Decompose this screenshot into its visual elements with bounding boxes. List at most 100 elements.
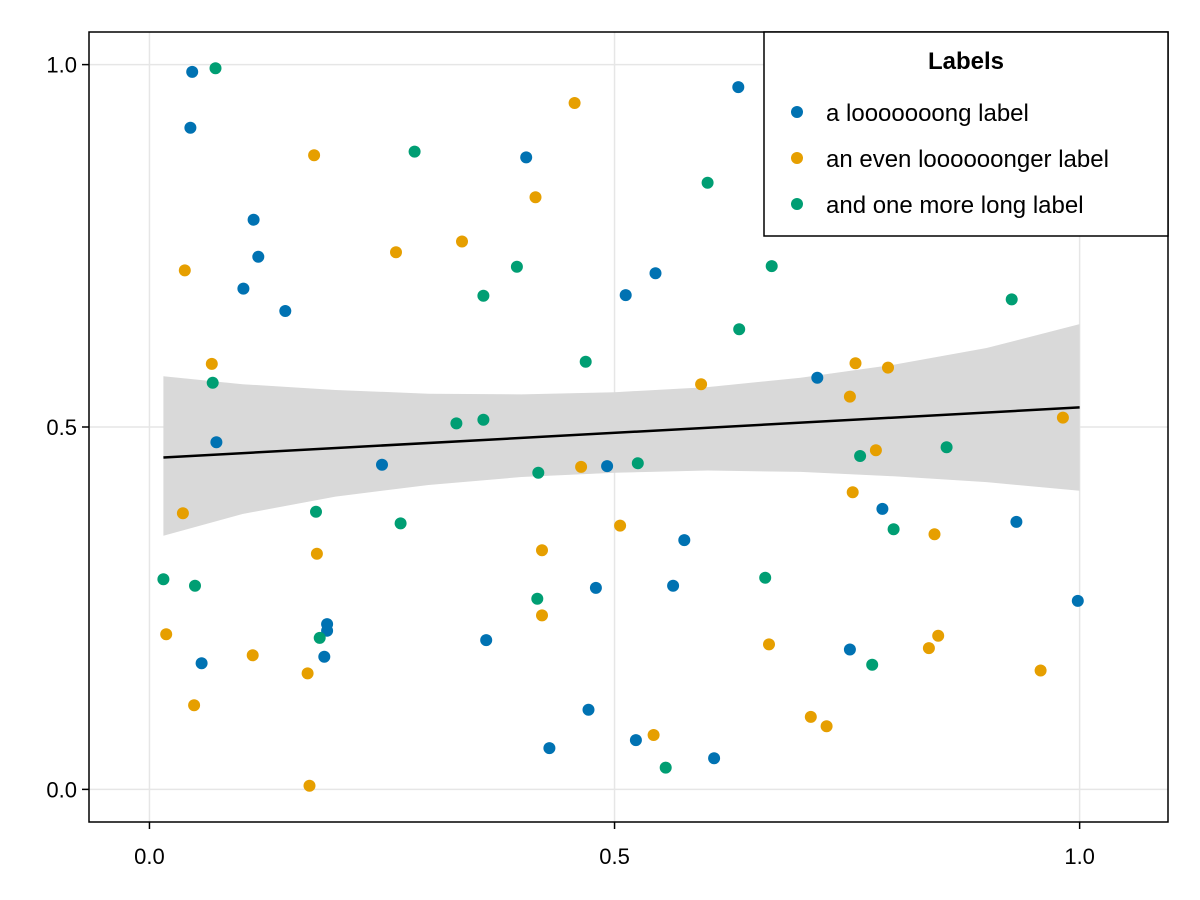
data-point bbox=[1071, 594, 1084, 607]
data-point bbox=[531, 592, 544, 605]
data-point bbox=[529, 191, 542, 204]
data-point bbox=[1005, 293, 1018, 306]
data-point bbox=[189, 579, 201, 592]
data-point bbox=[303, 779, 316, 792]
data-point bbox=[1056, 411, 1069, 424]
data-point bbox=[480, 634, 493, 647]
data-point bbox=[394, 517, 407, 530]
data-point bbox=[876, 502, 889, 515]
legend-marker bbox=[791, 198, 803, 210]
data-point bbox=[631, 457, 644, 470]
x-tick-label: 0.5 bbox=[599, 844, 630, 869]
data-point bbox=[928, 528, 941, 541]
data-point bbox=[765, 260, 778, 273]
data-point bbox=[582, 703, 595, 716]
data-point bbox=[532, 466, 545, 479]
data-point bbox=[247, 213, 260, 226]
data-point bbox=[649, 267, 662, 280]
data-point bbox=[456, 235, 468, 248]
legend-entry: an even loooooonger label bbox=[791, 146, 1109, 173]
fit-line bbox=[163, 406, 1080, 459]
legend-marker bbox=[791, 106, 803, 118]
data-point bbox=[887, 523, 900, 536]
data-point bbox=[210, 436, 223, 449]
data-point bbox=[882, 361, 894, 374]
data-point bbox=[579, 355, 592, 368]
data-point bbox=[629, 734, 642, 747]
data-point bbox=[820, 720, 833, 733]
confidence-band bbox=[163, 324, 1080, 536]
legend-label: and one more long label bbox=[826, 192, 1084, 219]
legend-marker bbox=[791, 152, 803, 164]
series-3-points bbox=[157, 62, 1018, 774]
data-point bbox=[589, 581, 602, 594]
data-point bbox=[614, 519, 627, 532]
legend-entry: and one more long label bbox=[791, 192, 1084, 219]
data-point bbox=[301, 667, 314, 680]
data-point bbox=[157, 573, 170, 586]
data-point bbox=[160, 628, 173, 641]
data-point bbox=[866, 658, 879, 671]
data-point bbox=[246, 649, 259, 662]
data-point bbox=[310, 547, 323, 560]
y-tick-label: 0.0 bbox=[46, 777, 77, 802]
data-point bbox=[186, 65, 199, 78]
data-point bbox=[536, 609, 548, 622]
y-tick-label: 0.5 bbox=[46, 415, 77, 440]
data-point bbox=[732, 81, 745, 94]
data-point bbox=[1010, 515, 1023, 528]
data-point bbox=[252, 250, 265, 263]
data-point bbox=[667, 579, 680, 592]
data-point bbox=[619, 289, 632, 302]
series-1-points bbox=[184, 65, 1084, 765]
data-point bbox=[321, 624, 334, 637]
data-point bbox=[536, 544, 548, 557]
data-point bbox=[849, 357, 862, 370]
legend-entries: a looooooong label an even loooooonger la… bbox=[791, 100, 1109, 219]
data-point bbox=[601, 460, 614, 473]
data-point bbox=[678, 534, 691, 547]
data-point bbox=[184, 121, 197, 134]
data-point bbox=[390, 246, 402, 259]
data-point bbox=[313, 631, 326, 644]
data-point bbox=[209, 62, 222, 75]
data-point bbox=[1034, 664, 1047, 677]
data-point bbox=[205, 357, 218, 370]
data-point bbox=[695, 378, 708, 391]
data-point bbox=[804, 710, 817, 723]
data-point bbox=[308, 149, 321, 162]
data-point bbox=[188, 699, 201, 712]
data-point bbox=[279, 305, 292, 317]
data-point bbox=[318, 650, 331, 663]
data-point bbox=[195, 657, 208, 670]
confidence-band-layer bbox=[163, 324, 1080, 536]
axis-ticks: 0.0 0.5 1.0 0.0 0.5 1.0 bbox=[46, 53, 1095, 869]
legend-label: an even loooooonger label bbox=[826, 146, 1109, 173]
data-point bbox=[733, 323, 746, 336]
data-points-layer bbox=[157, 62, 1084, 792]
data-point bbox=[510, 260, 523, 273]
data-point bbox=[450, 417, 463, 430]
data-point bbox=[310, 505, 322, 518]
data-point bbox=[701, 176, 714, 189]
data-point bbox=[568, 97, 581, 109]
data-point bbox=[811, 371, 824, 384]
data-point bbox=[176, 507, 189, 520]
data-point bbox=[659, 761, 672, 774]
data-point bbox=[846, 486, 859, 499]
data-point bbox=[869, 444, 882, 457]
legend-label: a looooooong label bbox=[826, 100, 1029, 127]
x-tick-label: 0.0 bbox=[134, 844, 165, 869]
data-point bbox=[932, 629, 945, 642]
data-point bbox=[759, 571, 772, 584]
data-point bbox=[178, 264, 191, 277]
x-tick-label: 1.0 bbox=[1064, 844, 1095, 869]
legend: Labels a looooooong label an even loooooo… bbox=[763, 31, 1169, 237]
data-point bbox=[647, 729, 660, 741]
data-point bbox=[575, 460, 588, 473]
data-point bbox=[477, 413, 490, 426]
data-point bbox=[854, 450, 867, 462]
data-point bbox=[843, 390, 856, 403]
data-point bbox=[206, 376, 219, 389]
